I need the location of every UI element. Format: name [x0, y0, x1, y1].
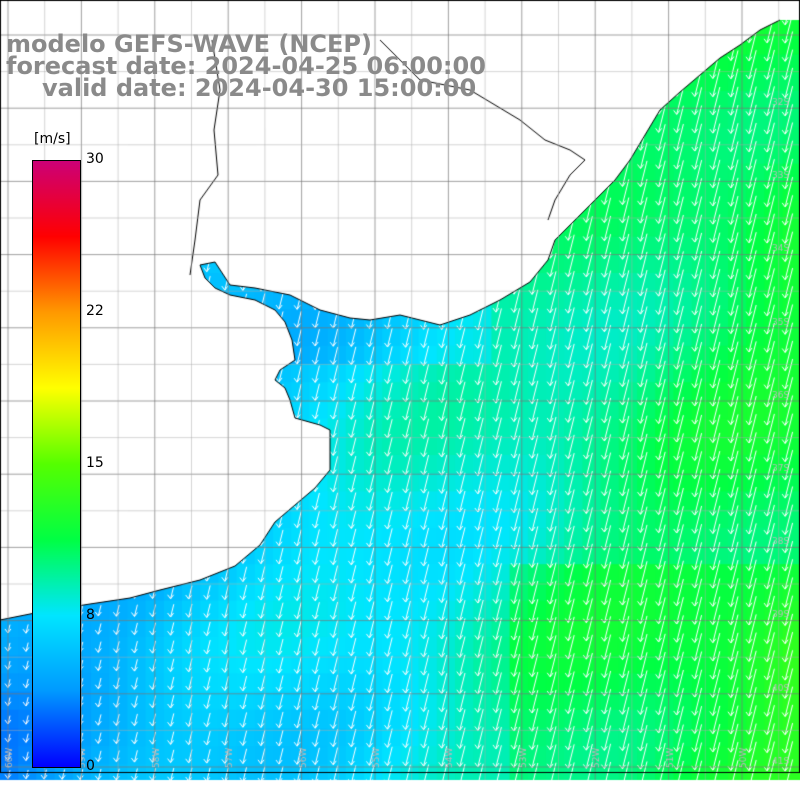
- forecast-date: forecast date: 2024-04-25 06:00:00: [6, 52, 486, 80]
- colorbar-tick-15: 15: [86, 455, 104, 471]
- colorbar-tick-22: 22: [86, 303, 104, 319]
- model-title: modelo GEFS-WAVE (NCEP): [6, 30, 372, 58]
- colorbar-unit: [m/s]: [34, 131, 71, 147]
- valid-date: valid date: 2024-04-30 15:00:00: [42, 74, 477, 102]
- colorbar-tick-8: 8: [86, 607, 95, 623]
- colorbar-tick-30: 30: [86, 151, 104, 167]
- colorbar-tick-0: 0: [86, 758, 95, 774]
- wind-speed-colorbar: [32, 160, 81, 768]
